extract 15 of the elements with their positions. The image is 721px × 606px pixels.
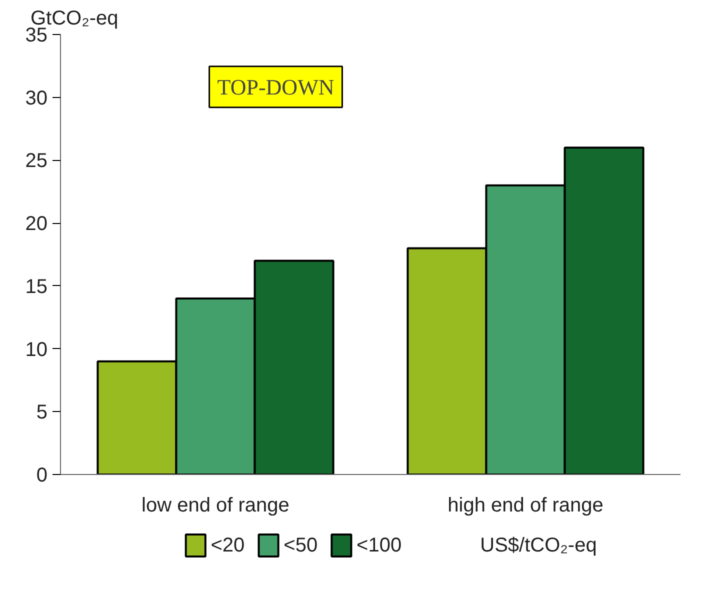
y-tick-label: 25 (25, 150, 48, 172)
legend-label: <20 (210, 534, 245, 556)
x-tick-label: low end of range (142, 494, 290, 516)
legend-label: <50 (284, 534, 318, 556)
x-tick-label: high end of range (448, 494, 604, 516)
y-tick-label: 35 (25, 24, 48, 46)
annotation: TOP-DOWN (217, 74, 334, 100)
y-tick-label: 15 (25, 276, 48, 298)
y-tick-label: 20 (25, 213, 48, 236)
legend-title: US$/tCO₂-eq (480, 534, 597, 556)
legend-label: <100 (356, 534, 402, 556)
y-tick-label: 10 (25, 338, 48, 361)
y-tick-label: 5 (36, 402, 48, 424)
y-tick-label: 0 (36, 464, 48, 486)
y-tick-label: 30 (25, 87, 48, 110)
